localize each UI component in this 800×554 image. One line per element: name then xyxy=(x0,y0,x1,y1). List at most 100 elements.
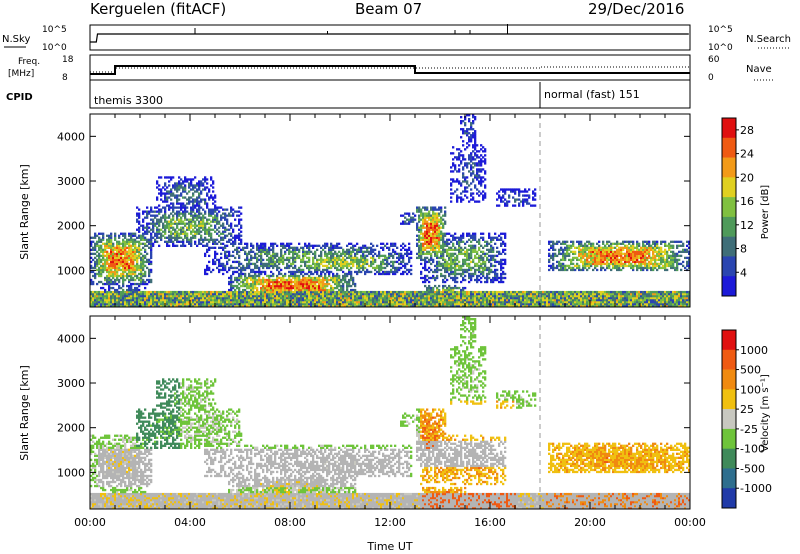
echo-cell xyxy=(272,274,275,278)
echo-cell xyxy=(206,194,209,197)
echo-cell xyxy=(230,294,233,298)
echo-cell xyxy=(450,300,453,304)
echo-cell xyxy=(174,244,177,247)
echo-cell xyxy=(290,250,293,254)
echo-cell xyxy=(206,292,209,296)
echo-cell xyxy=(140,300,143,304)
echo-cell xyxy=(106,292,109,296)
echo-cell xyxy=(100,286,103,290)
echo-cell xyxy=(416,210,419,213)
echo-cell xyxy=(100,240,103,243)
echo-cell xyxy=(412,292,415,296)
echo-cell xyxy=(288,302,291,306)
echo-cell xyxy=(468,114,471,117)
echo-cell xyxy=(244,294,247,298)
echo-cell xyxy=(450,298,453,302)
echo-cell xyxy=(182,294,185,298)
echo-cell xyxy=(118,264,121,268)
echo-cell xyxy=(178,214,181,217)
echo-cell xyxy=(452,296,455,300)
echo-cell xyxy=(204,212,207,215)
echo-cell xyxy=(322,244,325,247)
echo-cell xyxy=(142,274,145,278)
echo-cell xyxy=(96,272,99,276)
echo-cell xyxy=(440,272,443,276)
echo-cell xyxy=(458,152,461,155)
echo-cell xyxy=(212,294,215,298)
echo-cell xyxy=(354,282,357,286)
echo-cell xyxy=(414,292,417,296)
echo-cell xyxy=(246,298,249,302)
echo-cell xyxy=(126,304,129,308)
echo-cell xyxy=(292,286,295,290)
echo-cell xyxy=(200,294,203,298)
echo-cell xyxy=(396,300,399,304)
echo-cell xyxy=(286,294,289,298)
echo-cell xyxy=(178,222,181,225)
echo-cell xyxy=(142,232,145,235)
echo-cell xyxy=(186,180,189,183)
echo-cell xyxy=(190,294,193,298)
echo-cell xyxy=(370,300,373,304)
echo-cell xyxy=(350,290,353,294)
echo-cell xyxy=(208,294,211,298)
echo-cell xyxy=(452,242,455,245)
echo-cell xyxy=(400,252,403,256)
echo-cell xyxy=(228,280,231,284)
echo-cell xyxy=(180,220,183,223)
echo-cell xyxy=(336,294,339,298)
echo-cell xyxy=(380,246,383,249)
echo-cell xyxy=(92,290,95,294)
echo-cell xyxy=(438,284,441,288)
echo-cell xyxy=(124,252,127,256)
echo-cell xyxy=(110,252,113,256)
echo-cell xyxy=(388,252,391,256)
echo-cell xyxy=(118,260,121,264)
echo-cell xyxy=(118,300,121,304)
echo-cell xyxy=(390,300,393,304)
echo-cell xyxy=(390,304,393,308)
echo-cell xyxy=(208,266,211,270)
echo-cell xyxy=(470,252,473,256)
echo-cell xyxy=(256,266,259,270)
echo-cell xyxy=(234,240,237,243)
echo-cell xyxy=(284,284,287,288)
echo-cell xyxy=(166,244,169,247)
echo-cell xyxy=(164,232,167,235)
echo-cell xyxy=(222,304,225,308)
echo-cell xyxy=(270,298,273,302)
echo-cell xyxy=(308,266,311,270)
echo-cell xyxy=(446,260,449,264)
echo-cell xyxy=(326,282,329,286)
echo-cell xyxy=(300,286,303,290)
echo-cell xyxy=(94,256,97,260)
echo-cell xyxy=(196,184,199,187)
echo-cell xyxy=(462,300,465,304)
echo-cell xyxy=(120,248,123,252)
echo-cell xyxy=(460,196,463,199)
echo-cell xyxy=(172,304,175,308)
echo-cell xyxy=(374,304,377,308)
echo-cell xyxy=(156,220,159,223)
echo-cell xyxy=(110,272,113,276)
echo-cell xyxy=(146,252,149,256)
echo-cell xyxy=(156,304,159,308)
echo-cell xyxy=(326,254,329,258)
echo-cell xyxy=(196,216,199,219)
echo-cell xyxy=(106,256,109,260)
echo-cell xyxy=(172,216,175,219)
echo-cell xyxy=(430,236,433,239)
echo-cell xyxy=(108,298,111,302)
echo-cell xyxy=(234,298,237,302)
echo-cell xyxy=(454,264,457,268)
echo-cell xyxy=(118,242,121,245)
echo-cell xyxy=(90,264,93,268)
echo-cell xyxy=(234,290,237,294)
echo-cell xyxy=(94,266,97,270)
echo-cell xyxy=(460,122,463,125)
echo-cell xyxy=(428,240,431,243)
echo-cell xyxy=(176,234,179,237)
echo-cell xyxy=(178,212,181,215)
echo-cell xyxy=(326,302,329,306)
echo-cell xyxy=(342,260,345,264)
